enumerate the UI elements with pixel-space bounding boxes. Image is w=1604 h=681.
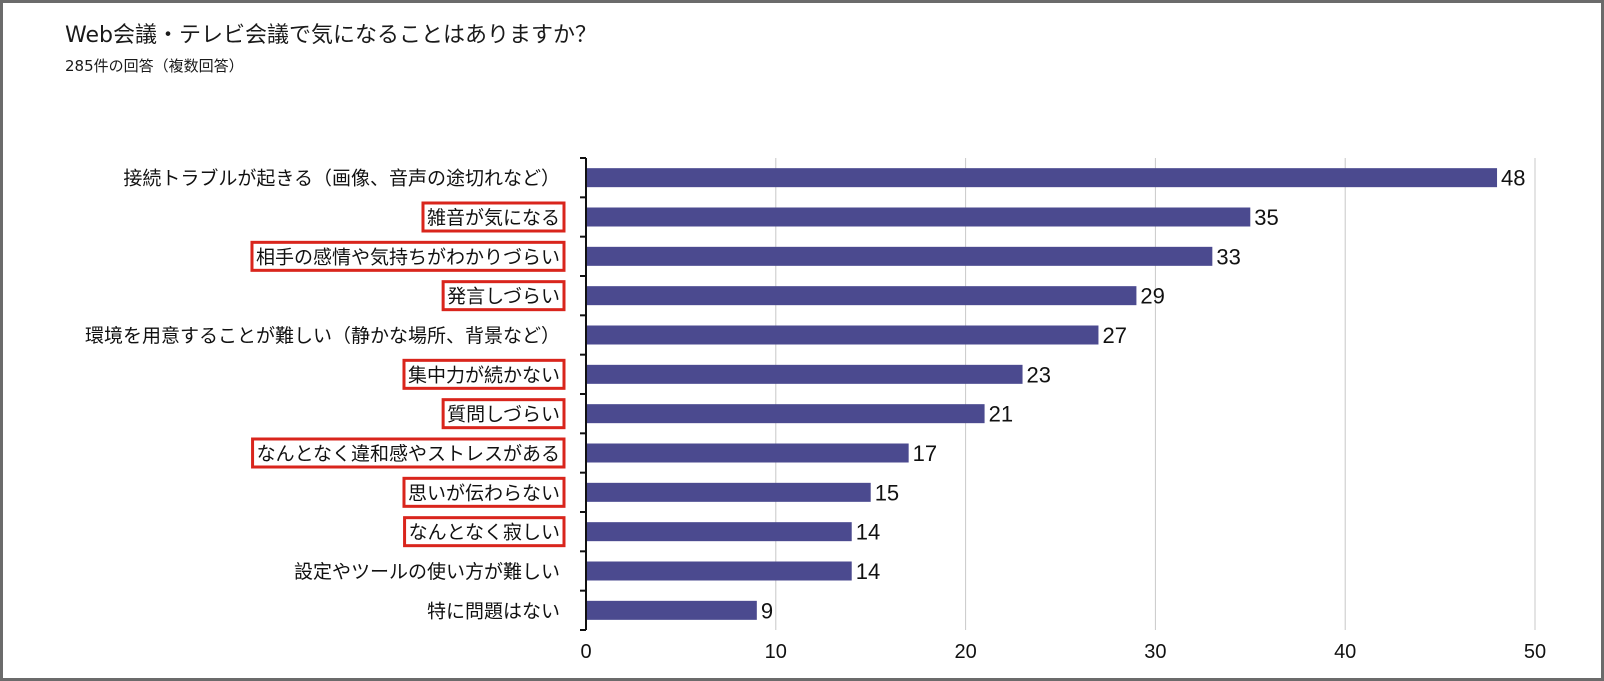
- highlight-box: [402, 358, 566, 390]
- data-label: 23: [1027, 362, 1051, 387]
- data-label: 14: [856, 559, 880, 584]
- bar: [586, 325, 1099, 345]
- highlight-box: [441, 280, 566, 312]
- data-label: 21: [989, 402, 1013, 427]
- category-label: 質問しづらい: [447, 404, 560, 426]
- data-label: 15: [875, 480, 899, 505]
- category-label: 環境を用意することが難しい（静かな場所、背景など）: [85, 325, 560, 347]
- category-label: なんとなく違和感やストレスがある: [257, 443, 560, 465]
- x-tick-label: 0: [580, 641, 591, 663]
- bar: [586, 600, 757, 620]
- data-label: 29: [1140, 284, 1164, 309]
- category-label: 設定やツールの使い方が難しい: [294, 561, 560, 583]
- highlight-box: [402, 476, 566, 508]
- category-label: 接続トラブルが起きる（画像、音声の途切れなど）: [123, 167, 560, 190]
- x-tick-label: 20: [954, 641, 976, 663]
- data-label: 9: [761, 598, 773, 623]
- bar: [586, 364, 1023, 384]
- x-tick-label: 50: [1524, 641, 1546, 663]
- bar: [586, 482, 871, 502]
- bar: [586, 522, 852, 542]
- highlight-box: [251, 437, 566, 469]
- category-label: 特に問題はない: [427, 600, 560, 622]
- x-tick-label: 10: [765, 641, 787, 663]
- highlight-box: [421, 201, 566, 233]
- data-label: 17: [913, 441, 937, 466]
- bar: [586, 286, 1137, 306]
- bar: [586, 246, 1213, 266]
- data-label: 35: [1254, 205, 1278, 230]
- data-label: 33: [1216, 244, 1240, 269]
- category-label: 思いが伝わらない: [408, 482, 560, 504]
- highlight-box: [441, 398, 566, 430]
- data-label: 48: [1501, 166, 1525, 191]
- chart-title: Web会議・テレビ会議で気になることはありますか？: [65, 23, 597, 48]
- x-tick-label: 40: [1334, 641, 1356, 663]
- chart-subtitle: 285件の回答（複数回答）: [65, 57, 244, 75]
- highlight-box: [250, 240, 566, 272]
- bar: [586, 207, 1251, 227]
- highlight-box: [403, 516, 566, 548]
- data-label: 27: [1102, 323, 1126, 348]
- category-label: 発言しづらい: [447, 286, 560, 308]
- bar: [586, 404, 985, 424]
- bar: [586, 443, 909, 463]
- category-label: 雑音が気になる: [427, 207, 560, 229]
- data-label: 14: [856, 520, 880, 545]
- category-label: 集中力が続かない: [408, 364, 560, 386]
- category-label: 相手の感情や気持ちがわかりづらい: [256, 246, 560, 268]
- x-tick-label: 30: [1144, 641, 1166, 663]
- bar: [586, 561, 852, 581]
- category-label: なんとなく寂しい: [409, 522, 560, 544]
- bar: [586, 168, 1498, 188]
